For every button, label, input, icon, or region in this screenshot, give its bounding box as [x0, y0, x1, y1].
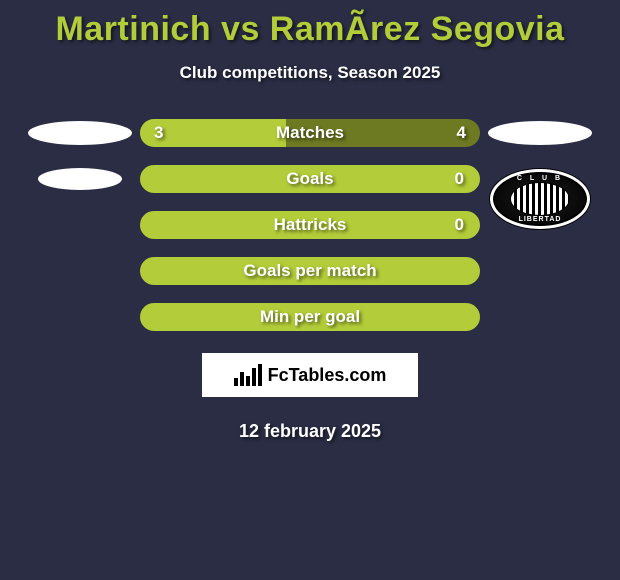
- left-logo-col: [20, 168, 140, 190]
- stat-row: Matches3 4: [0, 119, 620, 147]
- stat-right-value: 0: [455, 215, 464, 235]
- stat-row: Min per goal: [0, 303, 620, 331]
- stat-row: Goals per match: [0, 257, 620, 285]
- page-title: Martinich vs RamÃ­rez Segovia: [0, 0, 620, 49]
- bar-chart-icon: [234, 364, 264, 386]
- team-left-logo-icon: [28, 121, 132, 145]
- stat-bar: Matches3 4: [140, 119, 480, 147]
- fctables-label: FcTables.com: [268, 365, 387, 386]
- right-logo-col: [480, 121, 600, 145]
- stat-label: Goals per match: [142, 261, 478, 281]
- page-subtitle: Club competitions, Season 2025: [0, 63, 620, 83]
- club-libertad-logo-icon: C L U BLIBERTAD: [490, 169, 590, 229]
- stat-row: Goals0C L U BLIBERTAD: [0, 165, 620, 193]
- stat-bar: Min per goal: [140, 303, 480, 331]
- stat-label: Hattricks: [142, 215, 478, 235]
- comparison-infographic: Martinich vs RamÃ­rez Segovia Club compe…: [0, 0, 620, 580]
- team-left-logo-icon: [38, 168, 122, 190]
- stat-right-value: 0: [455, 169, 464, 189]
- team-right-logo-icon: [488, 121, 592, 145]
- stat-bar: Hattricks0: [140, 211, 480, 239]
- right-logo-col: C L U BLIBERTAD: [480, 149, 600, 209]
- stat-right-value: 4: [457, 123, 466, 143]
- stat-bar: Goals0: [140, 165, 480, 193]
- stat-rows: Matches34Goals0C L U BLIBERTADHattricks0…: [0, 119, 620, 331]
- fctables-branding: FcTables.com: [202, 353, 418, 397]
- stat-label: Matches: [140, 123, 480, 143]
- left-logo-col: [20, 121, 140, 145]
- stat-bar: Goals per match: [140, 257, 480, 285]
- stat-left-value: 3: [154, 123, 163, 143]
- stat-label: Min per goal: [142, 307, 478, 327]
- stat-label: Goals: [142, 169, 478, 189]
- date-line: 12 february 2025: [0, 421, 620, 442]
